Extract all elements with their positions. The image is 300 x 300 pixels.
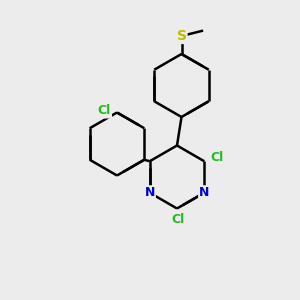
Text: Cl: Cl <box>172 213 185 226</box>
Text: Cl: Cl <box>210 151 224 164</box>
Text: S: S <box>176 29 187 43</box>
Text: N: N <box>145 186 155 199</box>
Text: Cl: Cl <box>98 104 111 118</box>
Text: N: N <box>199 186 209 199</box>
